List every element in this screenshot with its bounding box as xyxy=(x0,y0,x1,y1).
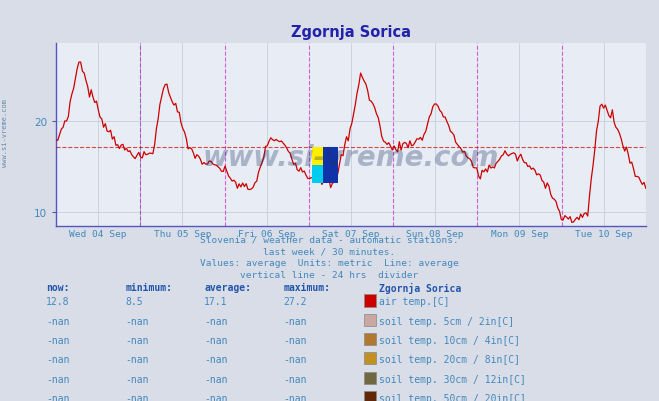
Text: 8.5: 8.5 xyxy=(125,297,143,307)
Text: 12.8: 12.8 xyxy=(46,297,70,307)
Text: soil temp. 50cm / 20in[C]: soil temp. 50cm / 20in[C] xyxy=(379,393,526,401)
Text: Values: average  Units: metric  Line: average: Values: average Units: metric Line: aver… xyxy=(200,259,459,267)
Text: 17.1: 17.1 xyxy=(204,297,228,307)
Text: soil temp. 10cm / 4in[C]: soil temp. 10cm / 4in[C] xyxy=(379,335,520,345)
Text: -nan: -nan xyxy=(125,335,149,345)
Text: -nan: -nan xyxy=(204,374,228,384)
Text: -nan: -nan xyxy=(204,393,228,401)
Bar xyxy=(312,147,326,166)
Text: -nan: -nan xyxy=(283,354,307,365)
Text: -nan: -nan xyxy=(46,316,70,326)
Text: soil temp. 30cm / 12in[C]: soil temp. 30cm / 12in[C] xyxy=(379,374,526,384)
Text: minimum:: minimum: xyxy=(125,283,172,293)
Text: soil temp. 20cm / 8in[C]: soil temp. 20cm / 8in[C] xyxy=(379,354,520,365)
Text: -nan: -nan xyxy=(125,393,149,401)
Text: last week / 30 minutes.: last week / 30 minutes. xyxy=(264,247,395,255)
Text: vertical line - 24 hrs  divider: vertical line - 24 hrs divider xyxy=(241,271,418,279)
Text: -nan: -nan xyxy=(283,393,307,401)
Text: -nan: -nan xyxy=(46,335,70,345)
Text: maximum:: maximum: xyxy=(283,283,330,293)
Text: now:: now: xyxy=(46,283,70,293)
Text: -nan: -nan xyxy=(46,354,70,365)
Text: -nan: -nan xyxy=(283,374,307,384)
Text: -nan: -nan xyxy=(125,354,149,365)
Text: Slovenia / weather data - automatic stations.: Slovenia / weather data - automatic stat… xyxy=(200,235,459,243)
Text: -nan: -nan xyxy=(46,374,70,384)
Text: average:: average: xyxy=(204,283,251,293)
Text: -nan: -nan xyxy=(125,316,149,326)
Text: -nan: -nan xyxy=(204,354,228,365)
Title: Zgornja Sorica: Zgornja Sorica xyxy=(291,25,411,40)
Bar xyxy=(312,166,326,184)
Bar xyxy=(323,147,338,184)
Text: air temp.[C]: air temp.[C] xyxy=(379,297,449,307)
Text: www.si-vreme.com: www.si-vreme.com xyxy=(2,98,9,166)
Text: Zgornja Sorica: Zgornja Sorica xyxy=(379,283,461,294)
Text: -nan: -nan xyxy=(204,316,228,326)
Text: www.si-vreme.com: www.si-vreme.com xyxy=(203,143,499,171)
Text: -nan: -nan xyxy=(283,335,307,345)
Text: -nan: -nan xyxy=(46,393,70,401)
Text: -nan: -nan xyxy=(204,335,228,345)
Text: -nan: -nan xyxy=(283,316,307,326)
Text: -nan: -nan xyxy=(125,374,149,384)
Text: soil temp. 5cm / 2in[C]: soil temp. 5cm / 2in[C] xyxy=(379,316,514,326)
Text: 27.2: 27.2 xyxy=(283,297,307,307)
